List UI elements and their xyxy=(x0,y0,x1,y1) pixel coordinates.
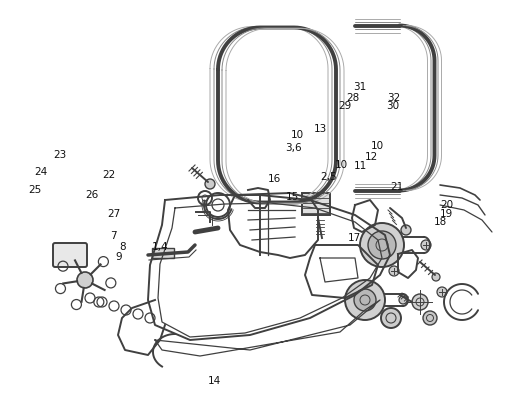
Circle shape xyxy=(345,280,385,320)
Circle shape xyxy=(432,273,440,281)
Text: 3,6: 3,6 xyxy=(285,143,302,154)
Text: 27: 27 xyxy=(107,208,120,219)
Text: 14: 14 xyxy=(208,376,221,386)
Text: 7: 7 xyxy=(111,231,117,241)
FancyBboxPatch shape xyxy=(53,243,87,267)
Circle shape xyxy=(412,294,428,310)
Text: 1,4: 1,4 xyxy=(152,242,169,252)
Text: 2,5: 2,5 xyxy=(320,172,337,182)
Text: 18: 18 xyxy=(434,217,447,227)
Text: 24: 24 xyxy=(35,167,48,177)
Text: 10: 10 xyxy=(291,130,304,140)
Text: 23: 23 xyxy=(53,150,66,160)
Text: 25: 25 xyxy=(28,185,42,195)
FancyBboxPatch shape xyxy=(152,248,174,258)
Text: 15: 15 xyxy=(285,191,299,202)
Text: 28: 28 xyxy=(346,93,359,104)
Text: 22: 22 xyxy=(102,170,115,180)
Text: 12: 12 xyxy=(364,152,378,162)
Text: 20: 20 xyxy=(440,200,453,210)
Circle shape xyxy=(368,231,396,259)
Text: 9: 9 xyxy=(116,252,122,262)
Text: 19: 19 xyxy=(440,208,453,219)
Circle shape xyxy=(423,311,437,325)
Text: 13: 13 xyxy=(314,124,327,135)
Text: 10: 10 xyxy=(334,160,348,170)
Circle shape xyxy=(205,179,215,189)
Circle shape xyxy=(354,289,376,311)
Text: 10: 10 xyxy=(371,141,384,151)
Text: 8: 8 xyxy=(120,242,126,252)
Text: 32: 32 xyxy=(387,93,401,104)
Circle shape xyxy=(360,223,404,267)
Text: 17: 17 xyxy=(347,233,361,243)
Circle shape xyxy=(421,240,431,250)
Circle shape xyxy=(437,287,447,297)
Text: 16: 16 xyxy=(267,173,281,184)
Text: 26: 26 xyxy=(85,189,99,200)
Circle shape xyxy=(401,225,411,235)
Circle shape xyxy=(389,266,399,276)
Text: 21: 21 xyxy=(390,182,404,193)
Circle shape xyxy=(77,272,93,288)
Text: 11: 11 xyxy=(354,161,368,171)
Circle shape xyxy=(399,296,407,304)
FancyBboxPatch shape xyxy=(302,193,330,215)
Text: 31: 31 xyxy=(353,81,366,92)
Text: 30: 30 xyxy=(386,101,400,112)
Circle shape xyxy=(381,308,401,328)
Text: 29: 29 xyxy=(339,101,352,112)
